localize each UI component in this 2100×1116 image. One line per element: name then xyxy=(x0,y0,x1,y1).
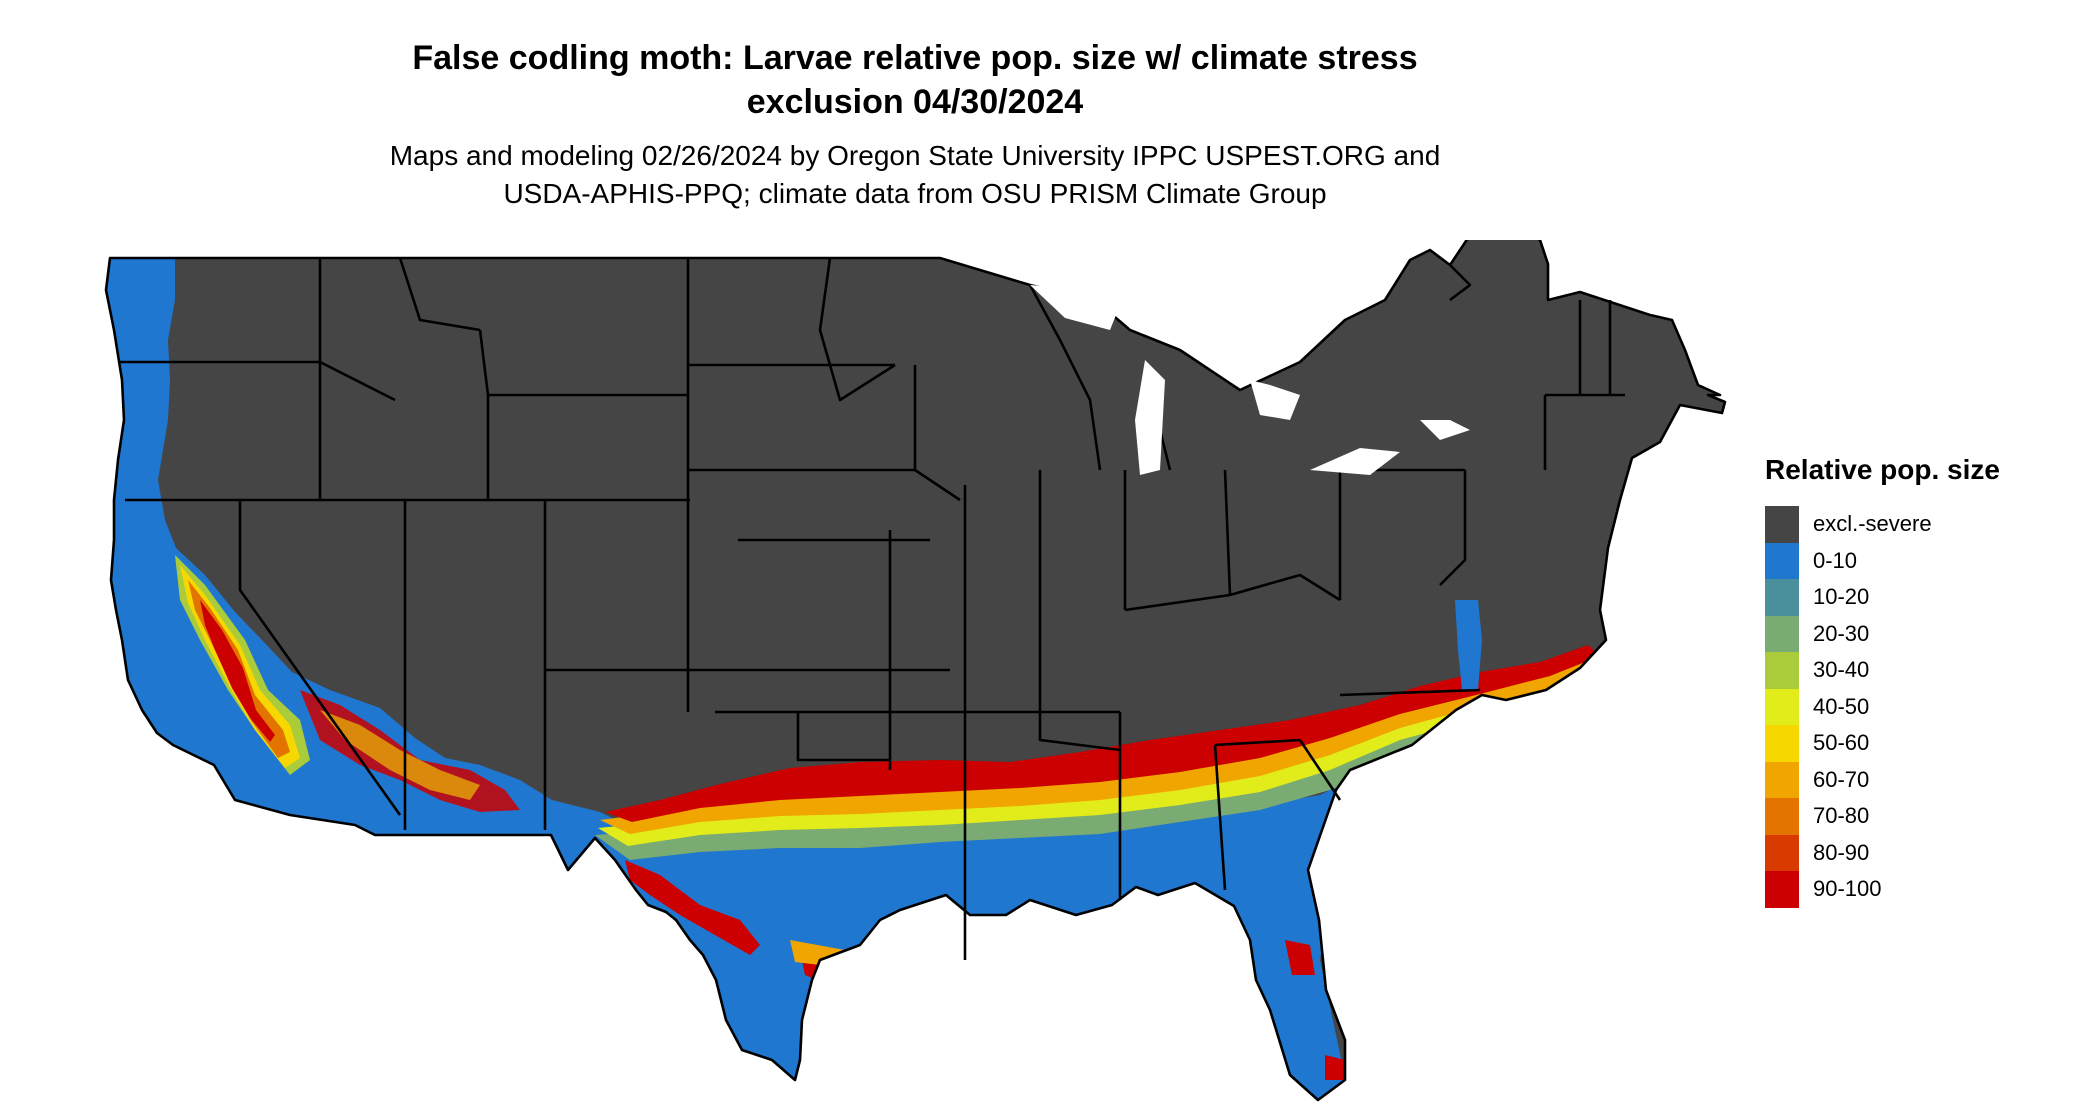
legend-title: Relative pop. size xyxy=(1765,454,2000,485)
map-title-line2: exclusion 04/30/2024 xyxy=(746,83,1084,121)
legend-label: 40-50 xyxy=(1813,693,1870,719)
legend-item: 20-30 xyxy=(1765,615,2085,652)
great-lakes xyxy=(1030,285,1470,475)
legend-swatch xyxy=(1765,542,1799,579)
legend-item: 60-70 xyxy=(1765,761,2085,798)
legend-item: 10-20 xyxy=(1765,579,2085,616)
us-map xyxy=(104,240,1727,1102)
legend-swatch xyxy=(1765,761,1799,798)
legend-item: 80-90 xyxy=(1765,834,2085,871)
legend-item: 90-100 xyxy=(1765,871,2085,908)
legend-label: 90-100 xyxy=(1813,876,1882,902)
legend-swatch xyxy=(1765,579,1799,616)
legend-label: 70-80 xyxy=(1813,803,1870,829)
legend-item: 50-60 xyxy=(1765,725,2085,762)
legend-label: 80-90 xyxy=(1813,839,1870,865)
legend-swatch xyxy=(1765,871,1799,908)
legend-item: 0-10 xyxy=(1765,542,2085,579)
legend-label: 20-30 xyxy=(1813,620,1870,646)
map-title-line1: False codling moth: Larvae relative pop.… xyxy=(412,39,1418,77)
legend-label: 60-70 xyxy=(1813,766,1870,792)
map-subtitle-line1: Maps and modeling 02/26/2024 by Oregon S… xyxy=(389,140,1441,171)
legend-item: 30-40 xyxy=(1765,652,2085,689)
legend-swatch xyxy=(1765,652,1799,689)
legend-swatch xyxy=(1765,615,1799,652)
legend-items: excl.-severe 0-10 10-20 20-30 30-40 40-50 50-6… xyxy=(1765,506,2085,908)
legend-label: 50-60 xyxy=(1813,730,1870,756)
legend-swatch xyxy=(1765,688,1799,725)
legend-label: 30-40 xyxy=(1813,657,1870,683)
legend-label: 0-10 xyxy=(1813,547,1858,573)
legend-swatch xyxy=(1765,798,1799,835)
legend-swatch xyxy=(1765,834,1799,871)
legend-label: 10-20 xyxy=(1813,584,1870,610)
legend-item: excl.-severe xyxy=(1765,506,2085,543)
legend-item: 70-80 xyxy=(1765,798,2085,835)
legend-swatch xyxy=(1765,506,1799,543)
legend-item: 40-50 xyxy=(1765,688,2085,725)
legend-swatch xyxy=(1765,725,1799,762)
map-subtitle-line2: USDA-APHIS-PPQ; climate data from OSU PR… xyxy=(503,178,1327,209)
legend-label: excl.-severe xyxy=(1813,511,1932,537)
state-borders xyxy=(104,240,1727,1102)
legend: Relative pop. size excl.-severe 0-10 10-20… xyxy=(1765,452,2085,908)
